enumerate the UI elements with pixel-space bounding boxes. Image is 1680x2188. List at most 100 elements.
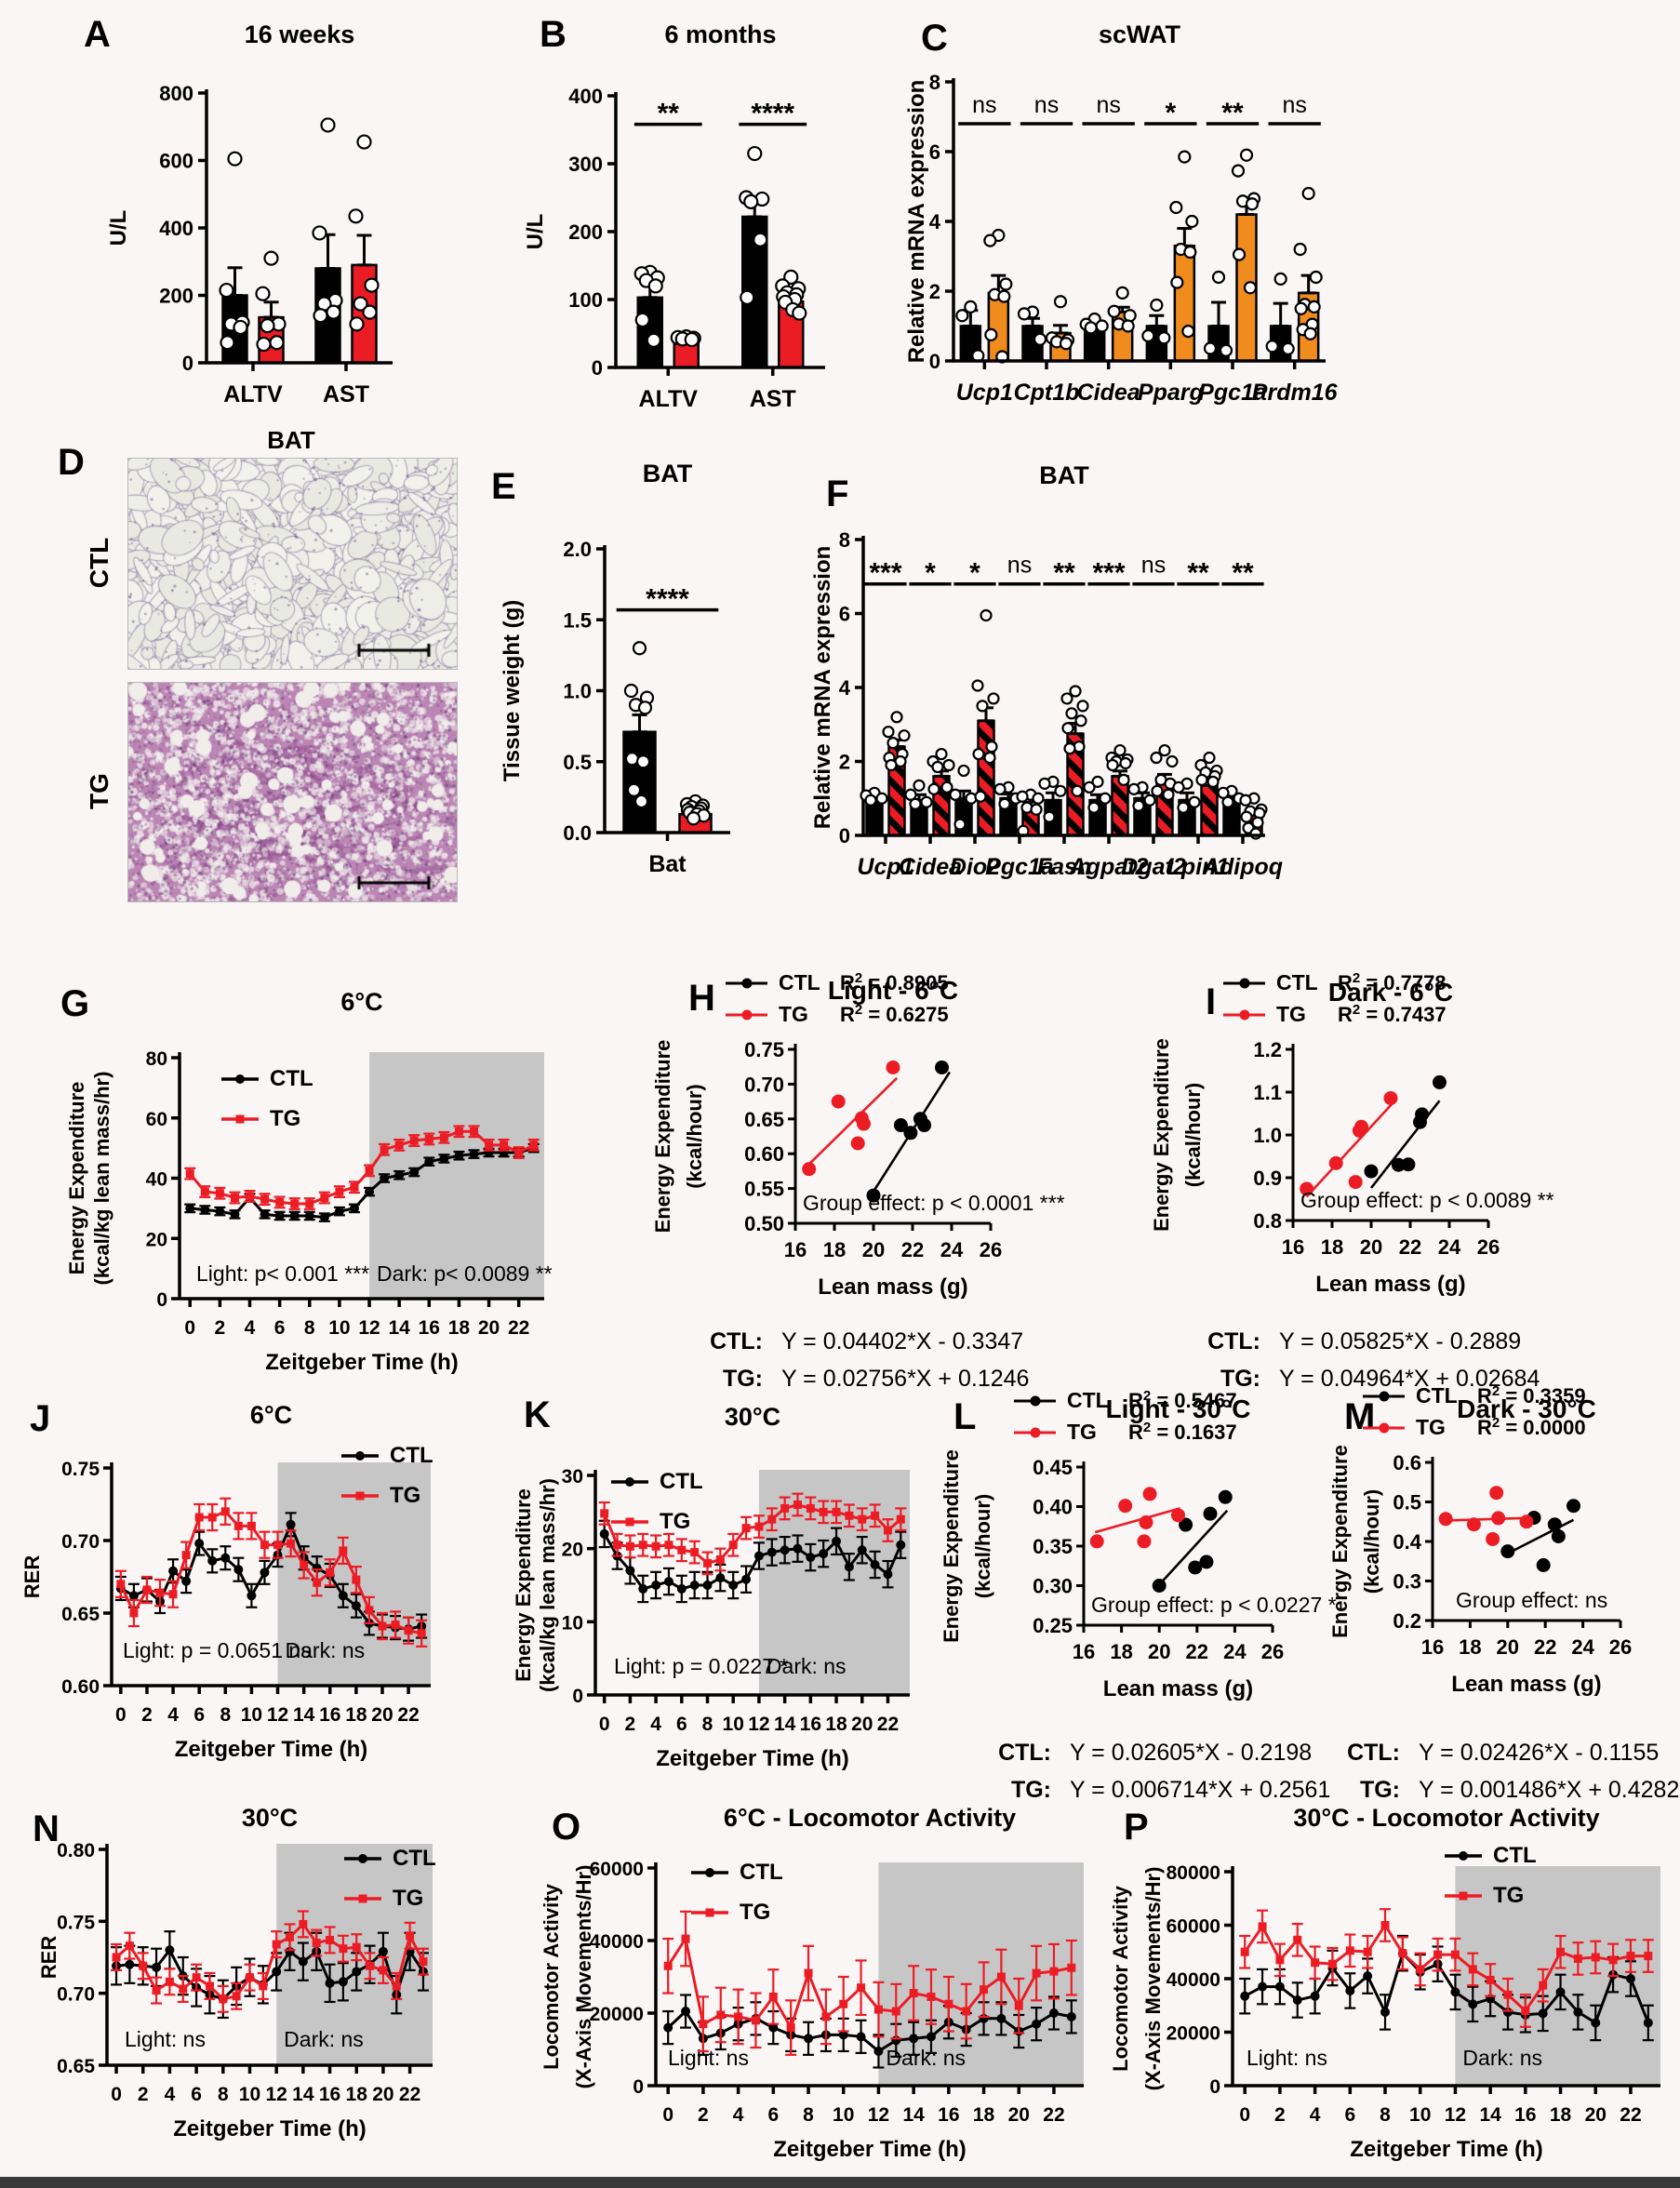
legend-H-CTL: CTL xyxy=(779,970,820,994)
svg-text:16: 16 xyxy=(319,1704,340,1726)
svg-text:0.60: 0.60 xyxy=(61,1676,100,1698)
panel-A: A 16 weeks 0 200 400 600 800 U/L ALTV AST xyxy=(56,9,540,428)
svg-text:26: 26 xyxy=(980,1238,1002,1261)
x-category-AST: AST xyxy=(750,386,796,412)
legend-P-TG: TG xyxy=(1493,1883,1524,1908)
panel-J: J 6°C 0.60 0.65 0.70 0.75 0 2 4 6 8 10 12 14 16 18 20 22 Z… xyxy=(20,1395,540,1809)
y-axis-label-J-0: RER xyxy=(20,1555,44,1599)
svg-text:4: 4 xyxy=(165,2084,176,2105)
equation-text-L-1: Y = 0.006714*X + 0.2561 xyxy=(1070,1777,1330,1803)
x-axis-label-I: Lean mass (g) xyxy=(1315,1272,1465,1297)
svg-text:20: 20 xyxy=(562,1540,583,1561)
svg-text:0.30: 0.30 xyxy=(1033,1575,1073,1598)
svg-text:10: 10 xyxy=(723,1714,744,1735)
svg-text:0: 0 xyxy=(184,1317,195,1339)
legend-M-TG: TG xyxy=(1416,1415,1446,1439)
sig-E-Bat: **** xyxy=(646,584,689,615)
panel-H-chart: H Light - 6°C 0.50 0.55 0.60 0.65 0.70 0.75 16 18… xyxy=(651,970,1065,1392)
svg-text:2: 2 xyxy=(1274,2104,1286,2126)
svg-text:12: 12 xyxy=(868,2104,889,2126)
svg-text:0.65: 0.65 xyxy=(57,2056,95,2077)
sig-F-Pgc1a: ns xyxy=(1007,553,1032,579)
svg-text:200: 200 xyxy=(159,285,193,308)
svg-text:0.5: 0.5 xyxy=(1393,1491,1421,1514)
svg-text:14: 14 xyxy=(292,2084,314,2105)
svg-text:0.65: 0.65 xyxy=(61,1604,100,1625)
panel-letter-K: K xyxy=(524,1394,551,1435)
y-axis-label-L-0: Energy Expenditure xyxy=(940,1449,963,1643)
svg-text:18: 18 xyxy=(345,1704,367,1726)
panel-H: H Light - 6°C 0.50 0.55 0.60 0.65 0.70 0.75 16 18… xyxy=(651,967,1168,1405)
legend-M-CTL: CTL xyxy=(1416,1383,1458,1408)
svg-text:14: 14 xyxy=(1479,2104,1501,2126)
svg-text:0: 0 xyxy=(839,824,850,847)
panel-J-chart: J 6°C 0.60 0.65 0.70 0.75 0 2 4 6 8 10 12 14 16 18 20 22 Z… xyxy=(20,1398,433,1762)
svg-text:10: 10 xyxy=(1409,2104,1431,2126)
svg-text:0.70: 0.70 xyxy=(57,1984,95,2006)
y-axis-label-F: Relative mRNA expression xyxy=(810,546,835,830)
svg-text:8: 8 xyxy=(702,1714,713,1735)
title-H: Light - 6°C xyxy=(828,976,958,1005)
svg-text:26: 26 xyxy=(1609,1635,1632,1659)
svg-text:0.75: 0.75 xyxy=(57,1912,95,1933)
svg-text:12: 12 xyxy=(748,1714,769,1735)
x-category-Cidea: Cidea xyxy=(1077,380,1140,406)
y-axis-label-G-0: Energy Expenditure xyxy=(65,1082,88,1275)
legend-J-CTL: CTL xyxy=(390,1443,433,1468)
svg-text:2: 2 xyxy=(698,2104,709,2126)
light-phase-text-N: Light: ns xyxy=(125,2027,206,2051)
svg-text:60000: 60000 xyxy=(1167,1916,1220,1938)
svg-text:0: 0 xyxy=(1209,2076,1220,2098)
title-J: 6°C xyxy=(250,1401,292,1429)
svg-text:0: 0 xyxy=(662,2104,673,2126)
svg-text:8: 8 xyxy=(218,2084,229,2105)
light-phase-text-J: Light: p = 0.0651 ns xyxy=(123,1638,312,1662)
svg-text:20: 20 xyxy=(1585,2104,1607,2126)
legend-r2-I-CTL: R2 = 0.7778 xyxy=(1338,970,1447,994)
legend-N-TG: TG xyxy=(393,1886,423,1911)
svg-text:14: 14 xyxy=(388,1317,410,1339)
svg-text:1.2: 1.2 xyxy=(1253,1038,1282,1061)
x-category-Adipoq: Adipoq xyxy=(1202,854,1283,880)
svg-text:300: 300 xyxy=(568,153,603,176)
svg-text:0.40: 0.40 xyxy=(1033,1496,1073,1519)
svg-text:20: 20 xyxy=(1148,1640,1170,1663)
x-category-Fasn: Fasn xyxy=(1037,854,1091,880)
panel-P: P 30°C - Locomotor Activity 0 20000 40000 600… xyxy=(1109,1800,1680,2188)
title-N: 30°C xyxy=(242,1804,298,1832)
svg-text:400: 400 xyxy=(568,85,603,108)
panel-N: N 30°C 0.65 0.70 0.75 0.80 0 2 4 6 8 10 12 14 16 18 20 22… xyxy=(28,1800,549,2188)
equation-label-I-1: TG: xyxy=(1220,1366,1260,1392)
y-axis-label-N-0: RER xyxy=(37,1936,60,1980)
panel-G: G 6°C 0 20 40 60 80 0 2 4 6 8 10 12 14 16 18 20 22 Zeitgebe… xyxy=(56,977,651,1400)
svg-text:0.6: 0.6 xyxy=(1393,1451,1421,1474)
light-phase-text-K: Light: p = 0.0227 * xyxy=(614,1654,788,1678)
svg-text:10: 10 xyxy=(239,2084,260,2105)
panel-P-chart: P 30°C - Locomotor Activity 0 20000 40000 600… xyxy=(1109,1804,1660,2162)
svg-text:24: 24 xyxy=(1438,1235,1461,1259)
legend-K-TG: TG xyxy=(660,1509,690,1534)
svg-text:16: 16 xyxy=(938,2104,959,2126)
panel-letter-F: F xyxy=(826,474,848,514)
panel-letter-J: J xyxy=(30,1398,50,1439)
x-category-Cidea: Cidea xyxy=(899,854,962,880)
svg-text:12: 12 xyxy=(267,1704,288,1726)
svg-text:18: 18 xyxy=(1459,1635,1481,1659)
title-A: 16 weeks xyxy=(245,20,355,48)
svg-text:0.70: 0.70 xyxy=(744,1073,784,1096)
panel-D: D BAT CTL TG xyxy=(56,426,502,938)
panel-F: F BAT 0 2 4 6 8 Relative mRNA expression Ucp1 ***… xyxy=(810,437,1680,951)
x-category-Prdm16: Prdm16 xyxy=(1252,380,1339,406)
panel-I-chart: I Dark - 6°C 0.8 0.9 1.0 1.1 1.2 16 18 20 22 24 26 Le… xyxy=(1150,970,1554,1392)
svg-text:18: 18 xyxy=(448,1317,471,1339)
legend-N-CTL: CTL xyxy=(393,1846,436,1871)
panel-M: M Dark - 30°C 0.2 0.3 0.4 0.5 0.6 16 18 20 22 24 26 L… xyxy=(1328,1383,1680,1816)
svg-text:14: 14 xyxy=(774,1714,796,1735)
svg-text:10: 10 xyxy=(833,2104,854,2126)
panel-L-chart: L Light - 30°C 0.25 0.30 0.35 0.40 0.45 16 18 20 2… xyxy=(940,1388,1337,1803)
y-axis-label-P-1: (X-Axis Movements/Hr) xyxy=(1141,1867,1165,2091)
svg-text:20000: 20000 xyxy=(1167,2023,1220,2045)
svg-text:20: 20 xyxy=(372,2084,393,2105)
svg-text:0: 0 xyxy=(592,356,603,380)
svg-text:20: 20 xyxy=(371,1704,393,1726)
